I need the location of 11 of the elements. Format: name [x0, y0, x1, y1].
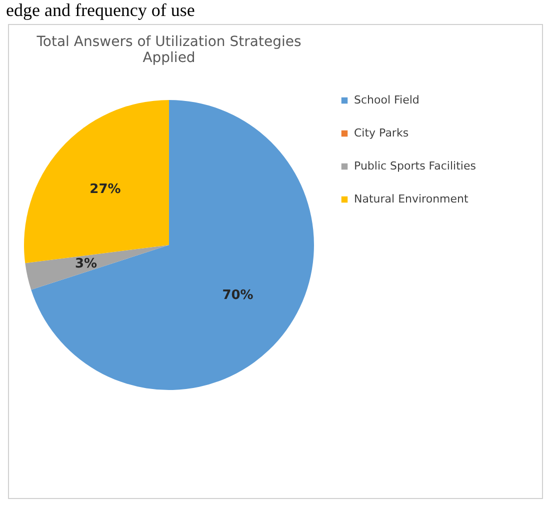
pie-slice: [25, 245, 169, 290]
data-label: 3%: [75, 256, 98, 272]
data-label: 27%: [90, 182, 121, 197]
text: edge and frequency of use: [5, 0, 196, 20]
legend-label: City Parks: [354, 126, 409, 140]
legend-label: School Field: [354, 94, 420, 106]
chart-title: Total Answers of Utilization Strategies Applied: [36, 34, 302, 66]
pie-slice: [31, 100, 314, 390]
data-label: 70%: [222, 288, 254, 303]
legend-label: Natural Environment: [354, 192, 469, 206]
legend-label: Public Sports Facilities: [354, 160, 476, 172]
